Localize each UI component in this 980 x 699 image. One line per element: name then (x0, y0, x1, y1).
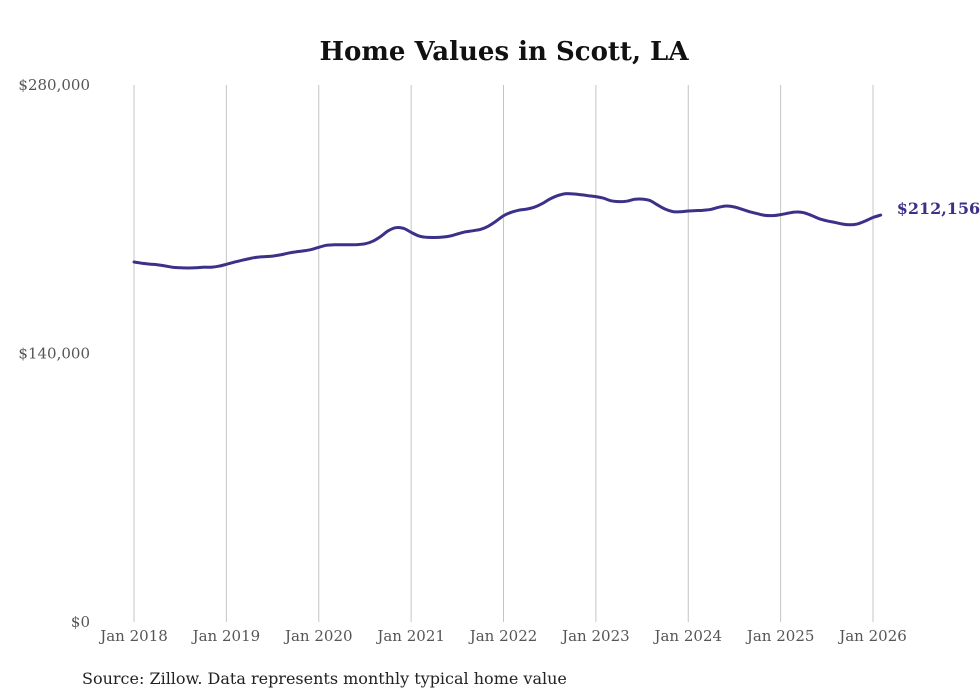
x-tick-label: Jan 2025 (745, 627, 815, 645)
x-tick-label: Jan 2023 (560, 627, 630, 645)
y-tick-label: $0 (71, 613, 90, 631)
x-axis: Jan 2018 Jan 2019 Jan 2020 Jan 2021 Jan 2022… (98, 627, 907, 645)
end-value-label: $212,156 (897, 199, 980, 218)
y-tick-label: $280,000 (18, 76, 90, 94)
x-tick-label: Jan 2020 (283, 627, 353, 645)
vertical-gridlines (133, 85, 874, 622)
series-line (132, 192, 883, 270)
series-lines (132, 192, 883, 270)
x-tick-label: Jan 2018 (98, 627, 168, 645)
chart-title: Home Values in Scott, LA (319, 37, 689, 67)
y-tick-label: $140,000 (18, 345, 90, 363)
x-tick-label: Jan 2019 (191, 627, 261, 645)
x-tick-label: Jan 2026 (837, 627, 907, 645)
source-note: Source: Zillow. Data represents monthly … (82, 669, 567, 688)
x-tick-label: Jan 2021 (375, 627, 445, 645)
y-axis: $0 $140,000 $280,000 (18, 76, 90, 631)
x-tick-label: Jan 2022 (468, 627, 538, 645)
x-tick-label: Jan 2024 (652, 627, 722, 645)
